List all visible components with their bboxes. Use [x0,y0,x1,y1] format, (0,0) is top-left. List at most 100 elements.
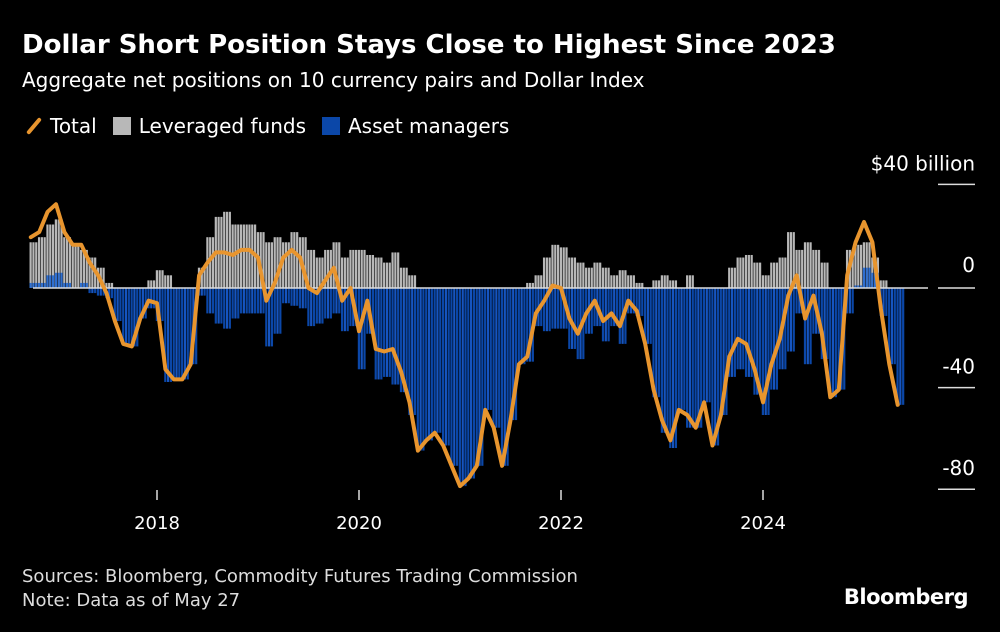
asset-manager-bar [686,288,689,428]
asset-manager-bar [556,288,560,329]
leveraged-bar [576,262,579,288]
leveraged-bar [105,282,108,288]
asset-manager-bar [419,288,422,451]
asset-manager-bar [262,288,265,314]
asset-manager-bar [68,282,72,288]
asset-manager-bar [416,288,419,451]
asset-manager-bar [489,288,492,410]
asset-manager-bar [657,288,661,398]
leveraged-bar [826,262,829,288]
leveraged-bar [851,249,854,288]
leveraged-bar [573,257,577,288]
leveraged-bar [82,249,86,288]
asset-manager-bar [32,282,35,288]
asset-manager-bar [223,288,226,329]
asset-manager-bar [725,288,728,415]
asset-manager-bar [411,288,414,415]
leveraged-bar [371,254,375,288]
asset-manager-bar [37,282,41,288]
leveraged-bar [882,280,885,288]
asset-manager-bar [88,288,91,294]
asset-manager-bar [296,288,299,306]
leveraged-bar [385,262,389,288]
leveraged-bar [262,232,265,288]
asset-manager-bar [629,288,633,314]
asset-manager-bar [237,288,240,319]
asset-manager-bar [733,288,736,377]
asset-manager-bar [722,288,725,415]
asset-manager-bar [666,288,669,433]
asset-manager-bar [422,288,425,451]
leveraged-bar [49,224,52,288]
leveraged-bar [624,270,627,288]
leveraged-bar [369,254,372,288]
asset-manager-bar [851,288,854,314]
leveraged-bar [169,275,173,288]
asset-manager-bar [643,288,647,344]
asset-manager-bar [175,288,178,380]
asset-manager-bar [573,288,577,349]
y-tick-label: -40 [942,355,975,379]
asset-manager-bar [338,288,341,314]
asset-manager-bar [363,288,366,370]
leveraged-bar [728,267,731,288]
asset-manager-bar [750,288,753,377]
asset-manager-bar [773,288,776,390]
asset-manager-bar [450,288,453,466]
leveraged-bar [857,244,860,288]
asset-manager-bar [464,288,467,487]
asset-manager-bar [599,288,602,327]
asset-manager-bar [343,288,346,332]
leveraged-bar [672,280,675,288]
leveraged-bar [108,282,111,288]
asset-manager-bar [792,288,795,352]
asset-manager-bar [672,288,675,449]
leveraged-bar [102,267,105,288]
asset-manager-bar [40,282,43,288]
leveraged-bar [781,257,784,288]
leveraged-bar [531,282,534,288]
asset-manager-bar [486,288,490,410]
leveraged-bar [394,252,397,288]
asset-manager-bar [189,288,192,365]
asset-manager-bar [287,288,290,304]
legend-label-asset: Asset managers [348,114,510,138]
asset-manager-bar [756,288,759,395]
asset-manager-bar [677,288,680,410]
leveraged-bar [733,267,736,288]
asset-manager-bar [882,288,885,316]
asset-manager-bar [548,288,551,332]
asset-manager-bar [495,288,498,428]
leveraged-bar [548,257,551,288]
asset-manager-bar [702,288,706,403]
legend: Total Leveraged funds Asset managers [22,114,525,138]
y-tick-label: $40 billion [871,151,975,175]
asset-manager-bar [108,288,111,299]
leveraged-bar [815,249,818,288]
asset-manager-bar [700,288,703,428]
asset-manager-bar [293,288,296,306]
asset-manager-bar [349,288,352,327]
leveraged-bar [657,280,661,288]
asset-manager-bar [871,272,874,288]
asset-manager-bar [49,275,52,288]
asset-manager-bar [453,288,456,466]
asset-manager-bar [307,288,310,327]
asset-manager-bar [498,288,501,428]
asset-manager-bar [91,288,94,294]
asset-manager-bar [374,288,377,380]
asset-manager-bar [110,288,114,299]
leveraged-bar [37,237,41,288]
leveraged-bar [862,242,865,288]
asset-manager-bar [655,288,658,398]
leveraged-bar [817,249,821,288]
asset-manager-bar [408,288,411,415]
leveraged-bar [380,257,383,288]
leveraged-bar [582,262,585,288]
leveraged-bar [237,224,240,288]
leveraged-bar [579,262,582,288]
asset-manager-bar [868,267,871,288]
leveraged-bar [778,257,781,288]
asset-manager-bar [265,288,268,347]
asset-manager-bar [217,288,220,324]
